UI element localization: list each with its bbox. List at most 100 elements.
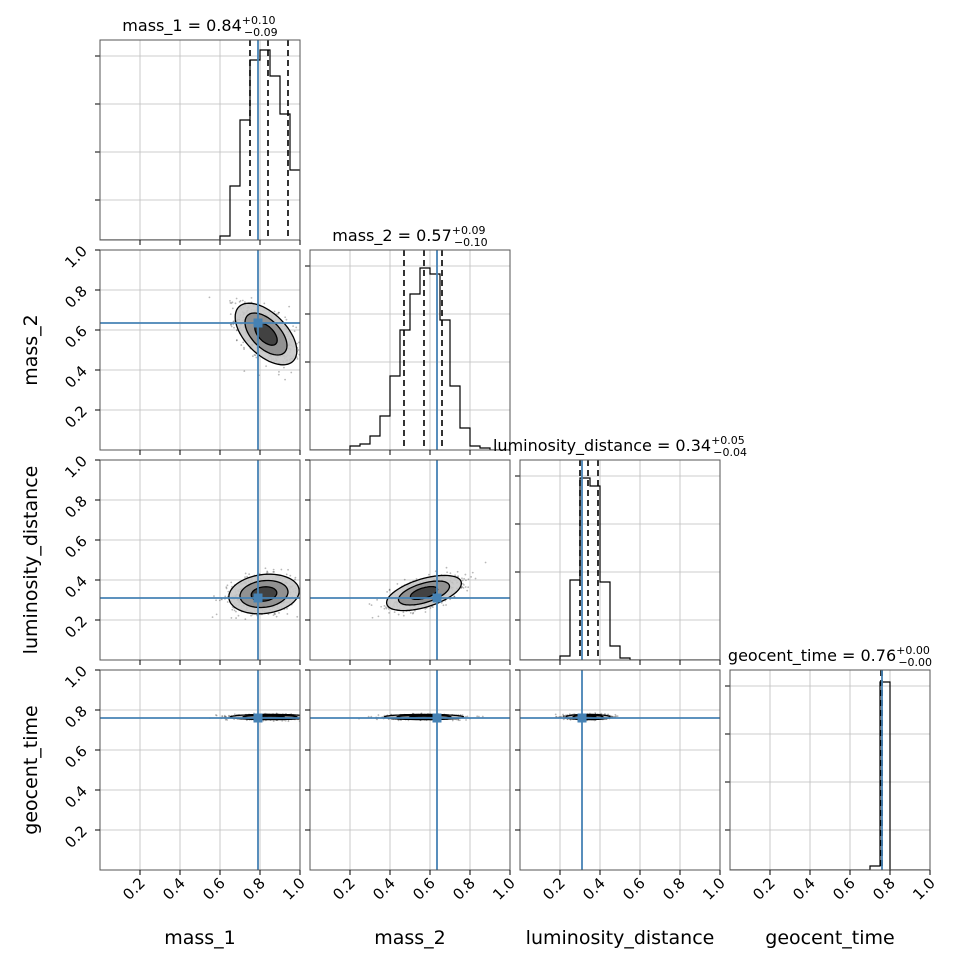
sample-point xyxy=(306,717,308,719)
panel-frame xyxy=(729,669,931,871)
sample-point xyxy=(303,587,305,589)
sample-point xyxy=(604,713,606,715)
sample-point xyxy=(223,714,226,717)
sample-point xyxy=(461,579,464,582)
sample-point xyxy=(230,323,233,326)
sample-point xyxy=(233,713,236,716)
sample-point xyxy=(314,585,316,587)
sample-point xyxy=(213,595,215,597)
sample-point xyxy=(265,365,267,368)
sample-point xyxy=(286,607,288,610)
sample-point xyxy=(285,318,288,321)
sample-point xyxy=(370,715,373,718)
sample-point xyxy=(208,296,211,299)
sample-point xyxy=(244,618,247,621)
sample-point xyxy=(223,715,226,718)
panel-frame xyxy=(99,249,301,451)
sample-point xyxy=(461,586,463,588)
sample-point xyxy=(304,597,306,599)
sample-point xyxy=(266,571,269,574)
sample-point xyxy=(306,718,308,720)
sample-point xyxy=(238,300,241,303)
sample-point xyxy=(274,613,276,616)
sample-point xyxy=(415,578,418,580)
joint-panel-mass_1-luminosity_distance xyxy=(100,460,316,660)
sample-point xyxy=(445,604,447,606)
sample-point xyxy=(465,579,467,582)
sample-point xyxy=(466,589,469,592)
sample-point xyxy=(461,577,463,580)
sample-point xyxy=(296,357,299,360)
sample-point xyxy=(272,571,275,573)
sample-point xyxy=(243,348,245,350)
sample-point xyxy=(243,370,246,373)
sample-point xyxy=(303,716,305,718)
sample-point xyxy=(302,713,304,715)
sample-point xyxy=(235,617,237,619)
sample-point xyxy=(294,578,296,581)
sample-point xyxy=(397,613,400,616)
sample-point xyxy=(457,719,460,722)
sample-point xyxy=(428,573,430,576)
truth-marker xyxy=(253,713,263,723)
truth-marker xyxy=(253,593,263,603)
sample-point xyxy=(293,330,296,333)
sample-point xyxy=(295,326,298,329)
sample-point xyxy=(244,572,247,575)
histogram-mass_2 xyxy=(310,267,510,450)
sample-point xyxy=(292,325,295,328)
sample-point xyxy=(294,576,297,579)
sample-point xyxy=(229,323,232,326)
sample-point xyxy=(272,568,275,571)
sample-point xyxy=(451,719,454,722)
sample-point xyxy=(484,561,487,564)
sample-point xyxy=(267,613,270,616)
sample-point xyxy=(253,354,256,356)
sample-point xyxy=(278,611,280,614)
sample-point xyxy=(228,715,231,718)
sample-point xyxy=(230,581,233,584)
sample-point xyxy=(272,614,275,616)
sample-point xyxy=(215,613,218,616)
sample-point xyxy=(254,354,257,357)
sample-point xyxy=(388,589,391,592)
sample-point xyxy=(251,355,254,358)
sample-point xyxy=(464,573,467,576)
sample-point xyxy=(240,344,243,346)
sample-point xyxy=(248,573,251,576)
sample-point xyxy=(226,584,229,587)
sample-point xyxy=(235,610,237,613)
sample-point xyxy=(215,714,217,716)
sample-point xyxy=(230,302,233,305)
sample-point xyxy=(383,604,386,607)
panel-frame xyxy=(309,669,511,871)
sample-point xyxy=(463,577,466,580)
sample-point xyxy=(463,583,465,586)
sample-point xyxy=(562,713,564,716)
panel-frame xyxy=(309,249,511,451)
panel-title-geocent_time: geocent_time = 0.76+0.00 −0.00 xyxy=(728,644,932,669)
sample-point xyxy=(307,714,309,716)
sample-point xyxy=(262,719,265,722)
panel-frame xyxy=(519,459,721,661)
sample-point xyxy=(224,718,227,721)
sample-point xyxy=(231,608,234,611)
sample-point xyxy=(285,573,288,576)
panel-frame xyxy=(99,39,301,241)
sample-point xyxy=(307,341,309,343)
density-contour xyxy=(254,322,278,346)
panel-frame xyxy=(99,459,301,661)
sample-point xyxy=(303,718,305,720)
sample-point xyxy=(464,586,467,588)
sample-point xyxy=(235,339,238,342)
sample-point xyxy=(301,715,303,717)
sample-point xyxy=(231,307,234,310)
sample-point xyxy=(449,572,452,575)
sample-point xyxy=(600,712,603,715)
hist-panel-luminosity_distance xyxy=(520,460,720,660)
panel-title-mass_2: mass_2 = 0.57+0.09 −0.10 xyxy=(332,224,487,249)
joint-panel-mass_2-luminosity_distance xyxy=(310,460,510,660)
sample-point xyxy=(411,612,414,615)
sample-point xyxy=(594,712,597,714)
sample-point xyxy=(215,599,217,602)
